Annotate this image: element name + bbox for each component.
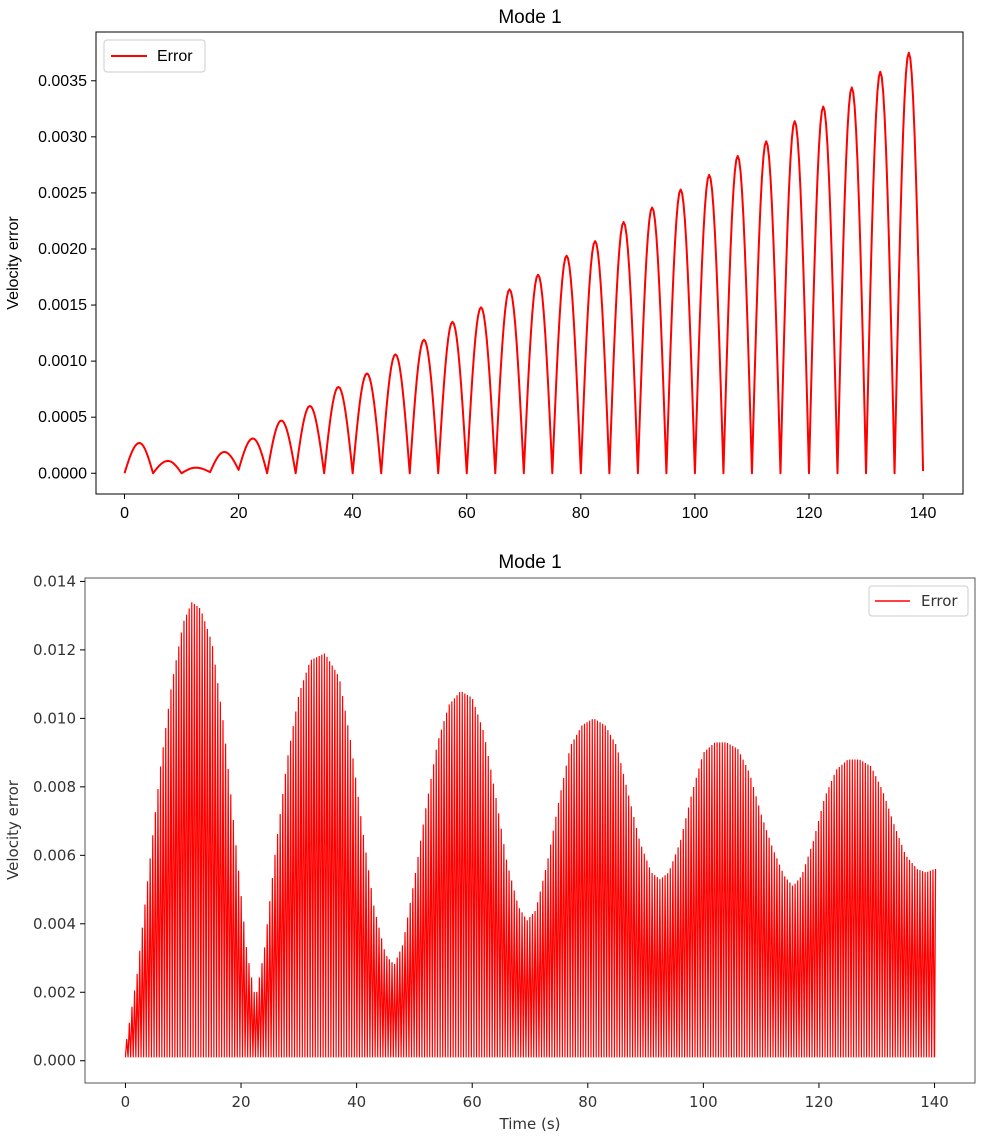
y-axis-label: Velocity error: [4, 779, 22, 880]
x-tick-label: 120: [805, 1093, 834, 1111]
chart-title: Mode 1: [498, 7, 561, 28]
y-tick-label: 0.000: [33, 1052, 76, 1070]
x-tick-label: 20: [231, 1093, 250, 1111]
legend-box: [868, 585, 969, 617]
x-axis: 0 20 40 60 80 100 120 140: [120, 494, 937, 522]
x-tick-label: 0: [121, 1093, 131, 1111]
x-tick-label: 0: [120, 505, 129, 522]
x-tick-label: 100: [689, 1093, 718, 1111]
x-tick-label: 40: [347, 1093, 366, 1111]
plot-frame: [84, 577, 976, 1084]
series-line-error: [123, 51, 925, 475]
x-axis: 0 20 40 60 80 100 120 140: [121, 1083, 949, 1111]
legend: Error: [103, 39, 206, 73]
y-tick-label: 0.0005: [38, 409, 87, 426]
chart-title: Mode 1: [498, 552, 561, 573]
y-tick-label: 0.002: [33, 983, 76, 1001]
x-tick-label: 140: [910, 505, 937, 522]
series-line-error: [124, 602, 937, 1058]
x-tick-label: 60: [458, 505, 476, 522]
x-tick-label: 40: [344, 505, 362, 522]
y-tick-label: 0.0020: [38, 241, 87, 258]
legend-label: Error: [157, 48, 193, 65]
series: [123, 51, 925, 475]
plot-frame: [95, 31, 964, 495]
y-tick-label: 0.0015: [38, 297, 87, 314]
y-tick-label: 0.008: [33, 778, 76, 796]
x-tick-label: 80: [578, 1093, 597, 1111]
y-tick-label: 0.0010: [38, 353, 87, 370]
y-axis: 0.000 0.002 0.004 0.006 0.008 0.010 0.012 0.014: [33, 572, 85, 1070]
x-tick-label: 20: [230, 505, 248, 522]
legend-box: [103, 39, 206, 73]
x-tick-label: 60: [463, 1093, 482, 1111]
y-tick-label: 0.0025: [38, 185, 87, 202]
y-tick-label: 0.012: [33, 641, 76, 659]
x-tick-label: 120: [796, 505, 823, 522]
series: [124, 602, 937, 1058]
y-tick-label: 0.0030: [38, 129, 87, 146]
y-tick-label: 0.004: [33, 915, 76, 933]
y-axis: 0.0000 0.0005 0.0010 0.0015 0.0020 0.0025 0.00…: [38, 73, 96, 482]
chart-top: Mode 1 0 20 40 60 80 100 120 140 0.00000.00050.…: [5, 7, 964, 522]
x-tick-label: 80: [572, 505, 590, 522]
y-tick-label: 0.014: [33, 572, 76, 590]
x-tick-label: 100: [682, 505, 709, 522]
chart-bottom: Mode 1 0 20 40 60 80 100 120 140 0.0000.0020.00…: [4, 552, 976, 1133]
legend: Error: [868, 585, 969, 617]
y-tick-label: 0.010: [33, 709, 76, 727]
y-tick-label: 0.006: [33, 846, 76, 864]
x-tick-label: 140: [920, 1093, 949, 1111]
y-axis-label: Velocity error: [5, 216, 22, 310]
x-axis-label: Time (s): [499, 1115, 561, 1133]
legend-label: Error: [921, 592, 958, 610]
y-tick-label: 0.0035: [38, 73, 87, 90]
y-tick-label: 0.0000: [38, 465, 87, 482]
